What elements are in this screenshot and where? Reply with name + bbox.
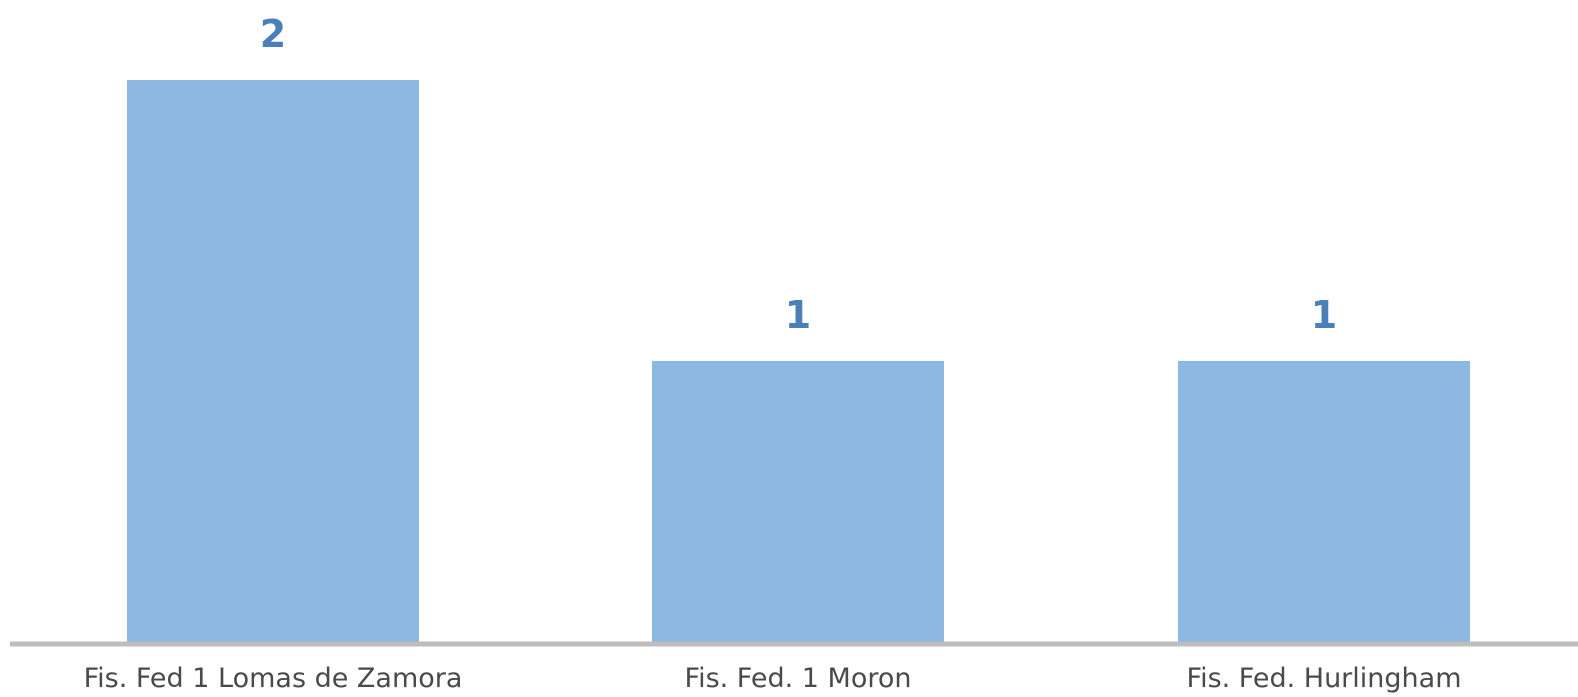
bar-1 — [127, 80, 419, 642]
data-label-3: 1 — [1311, 293, 1337, 337]
bars-group — [127, 80, 1470, 642]
category-label-2: Fis. Fed. 1 Moron — [685, 663, 912, 694]
category-label-3: Fis. Fed. Hurlingham — [1187, 663, 1462, 694]
value-labels-group: 2 1 1 — [260, 12, 1337, 337]
category-labels-group: Fis. Fed 1 Lomas de Zamora Fis. Fed. 1 Mo… — [84, 663, 1462, 694]
category-label-1: Fis. Fed 1 Lomas de Zamora — [84, 663, 463, 694]
bar-3 — [1178, 361, 1470, 642]
data-label-1: 2 — [260, 12, 286, 56]
data-label-2: 1 — [785, 293, 811, 337]
bar-2 — [652, 361, 944, 642]
